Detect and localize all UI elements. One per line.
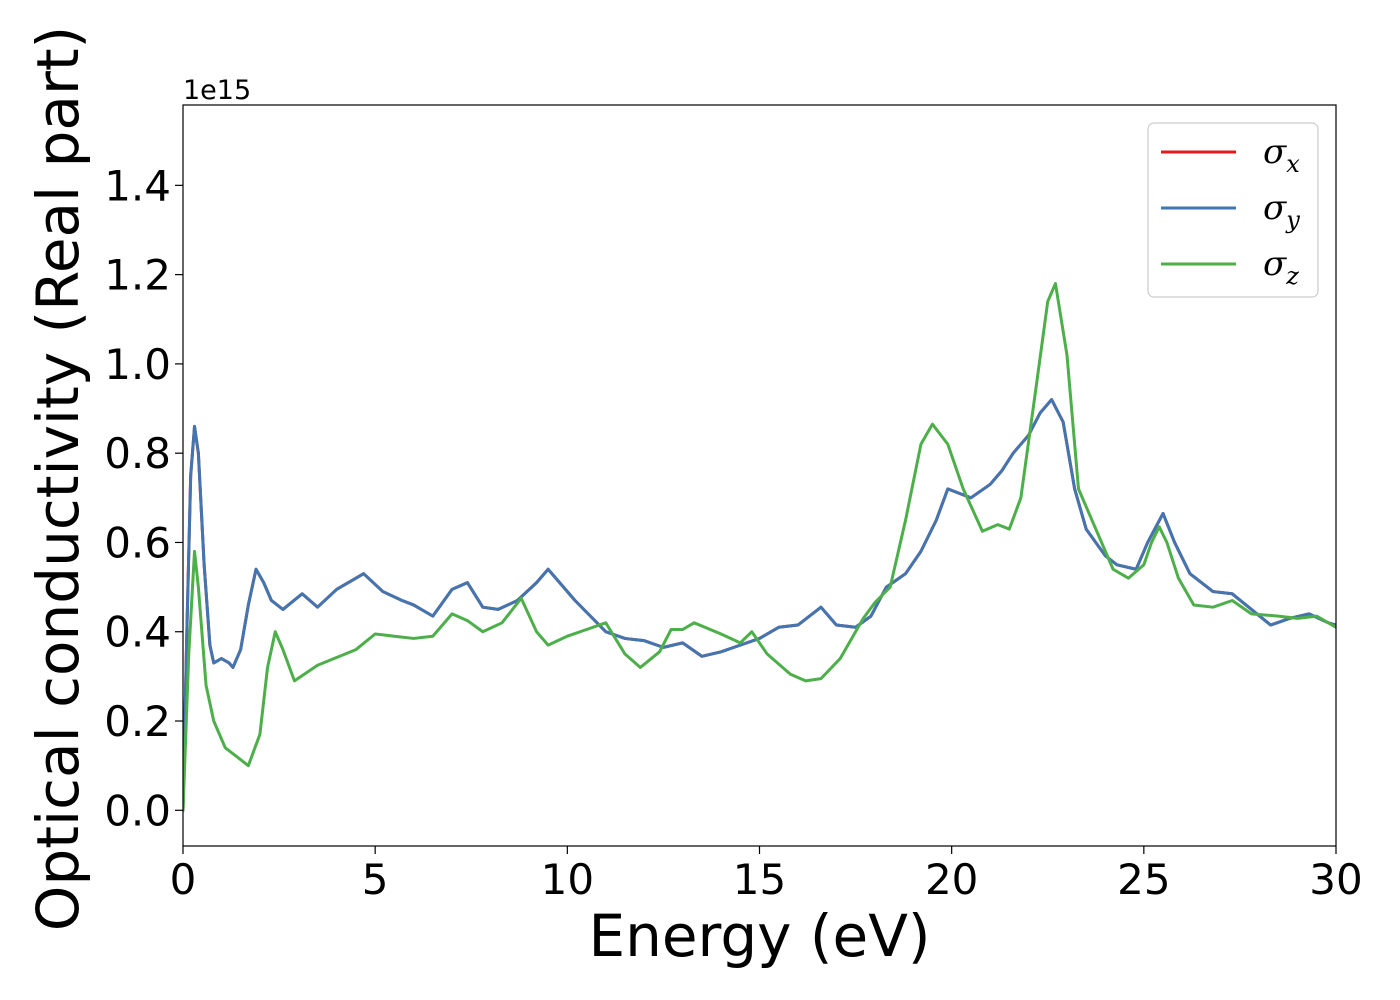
legend-label: σz [1263,244,1299,290]
series-layer [183,282,1336,812]
y-tick-label: 1.2 [104,251,171,300]
legend-item-x: σx [1161,132,1300,178]
series-line-x [183,398,1336,812]
x-tick-label: 15 [733,855,786,904]
legend-item-y: σy [1161,188,1300,234]
y-tick-label: 1.4 [104,161,171,210]
series-line-y [183,398,1336,812]
x-axis-title: Energy (eV) [588,902,930,970]
legend-frame [1147,122,1319,298]
y-axis-title: Optical conductivity (Real part) [24,26,92,931]
y-tick-label: 0.2 [104,697,171,746]
series-line-z [183,282,1336,812]
y-tick-label: 0.6 [104,518,171,567]
x-tick-label: 10 [541,855,594,904]
x-tick-label: 0 [170,855,197,904]
y-offset-text: 1e15 [183,75,251,106]
x-tick-label: 25 [1117,855,1170,904]
x-tick-label: 30 [1309,855,1362,904]
y-tick-label: 1.0 [104,340,171,389]
legend: σx σy σz [1147,122,1319,298]
legend-label: σx [1263,132,1300,178]
x-axis-ticks: 0 5 10 15 20 25 30 [170,846,1363,904]
y-tick-label: 0.4 [104,608,171,657]
x-tick-label: 5 [362,855,389,904]
x-tick-label: 20 [925,855,978,904]
y-tick-label: 0.0 [104,786,171,835]
y-axis-ticks: 0.0 0.2 0.4 0.6 0.8 1.0 1.2 1.4 [104,161,183,835]
y-tick-label: 0.8 [104,429,171,478]
legend-item-z: σz [1161,244,1299,290]
legend-label: σy [1263,188,1300,234]
